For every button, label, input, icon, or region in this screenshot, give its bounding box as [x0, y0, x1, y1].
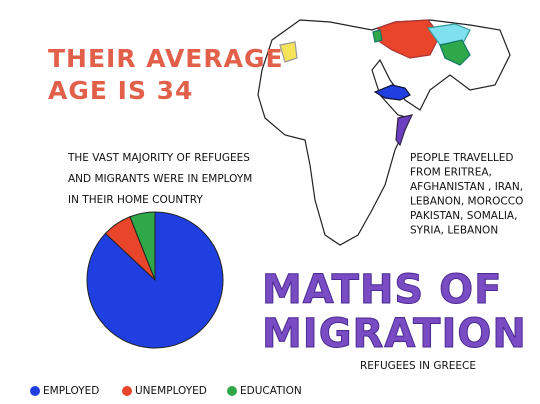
afghanistan [426, 23, 471, 46]
map-outline [257, 19, 511, 246]
lebanon-syria [372, 29, 383, 43]
legend-swatch [122, 386, 132, 396]
legend-swatch [30, 386, 40, 396]
somalia [395, 114, 414, 147]
map-note-line: FROM ERITREA, [410, 167, 492, 179]
title-line: MIGRATION [262, 311, 527, 357]
iran-region [377, 19, 441, 59]
subtitle: REFUGEES IN GREECE [360, 360, 476, 372]
legend-label: EDUCATION [240, 385, 302, 397]
map-note-line: LEBANON, MOROCCO [410, 196, 523, 208]
legend-label: EMPLOYED [43, 385, 99, 397]
morocco [279, 41, 298, 63]
headline-line: THEIR AVERAGE [48, 44, 284, 73]
chart-title-line: THE VAST MAJORITY OF REFUGEES [67, 152, 250, 164]
map-note-line: SYRIA, LEBANON [410, 225, 498, 237]
pie-slice [129, 211, 156, 281]
eritrea [373, 84, 411, 101]
chart-title-line: IN THEIR HOME COUNTRY [68, 194, 203, 206]
legend-swatch [227, 386, 237, 396]
headline-line: AGE IS 34 [48, 76, 193, 105]
pakistan [439, 39, 471, 66]
legend-label: UNEMPLOYED [135, 385, 207, 397]
map [257, 19, 511, 246]
chart-title-line: AND MIGRANTS WERE IN EMPLOYM [68, 173, 252, 185]
title-line: MATHS OF [262, 267, 502, 313]
map-note-line: PAKISTAN, SOMALIA, [410, 210, 517, 222]
map-note-line: PEOPLE TRAVELLED [410, 152, 513, 164]
map-note-line: AFGHANISTAN , IRAN, [410, 181, 523, 193]
